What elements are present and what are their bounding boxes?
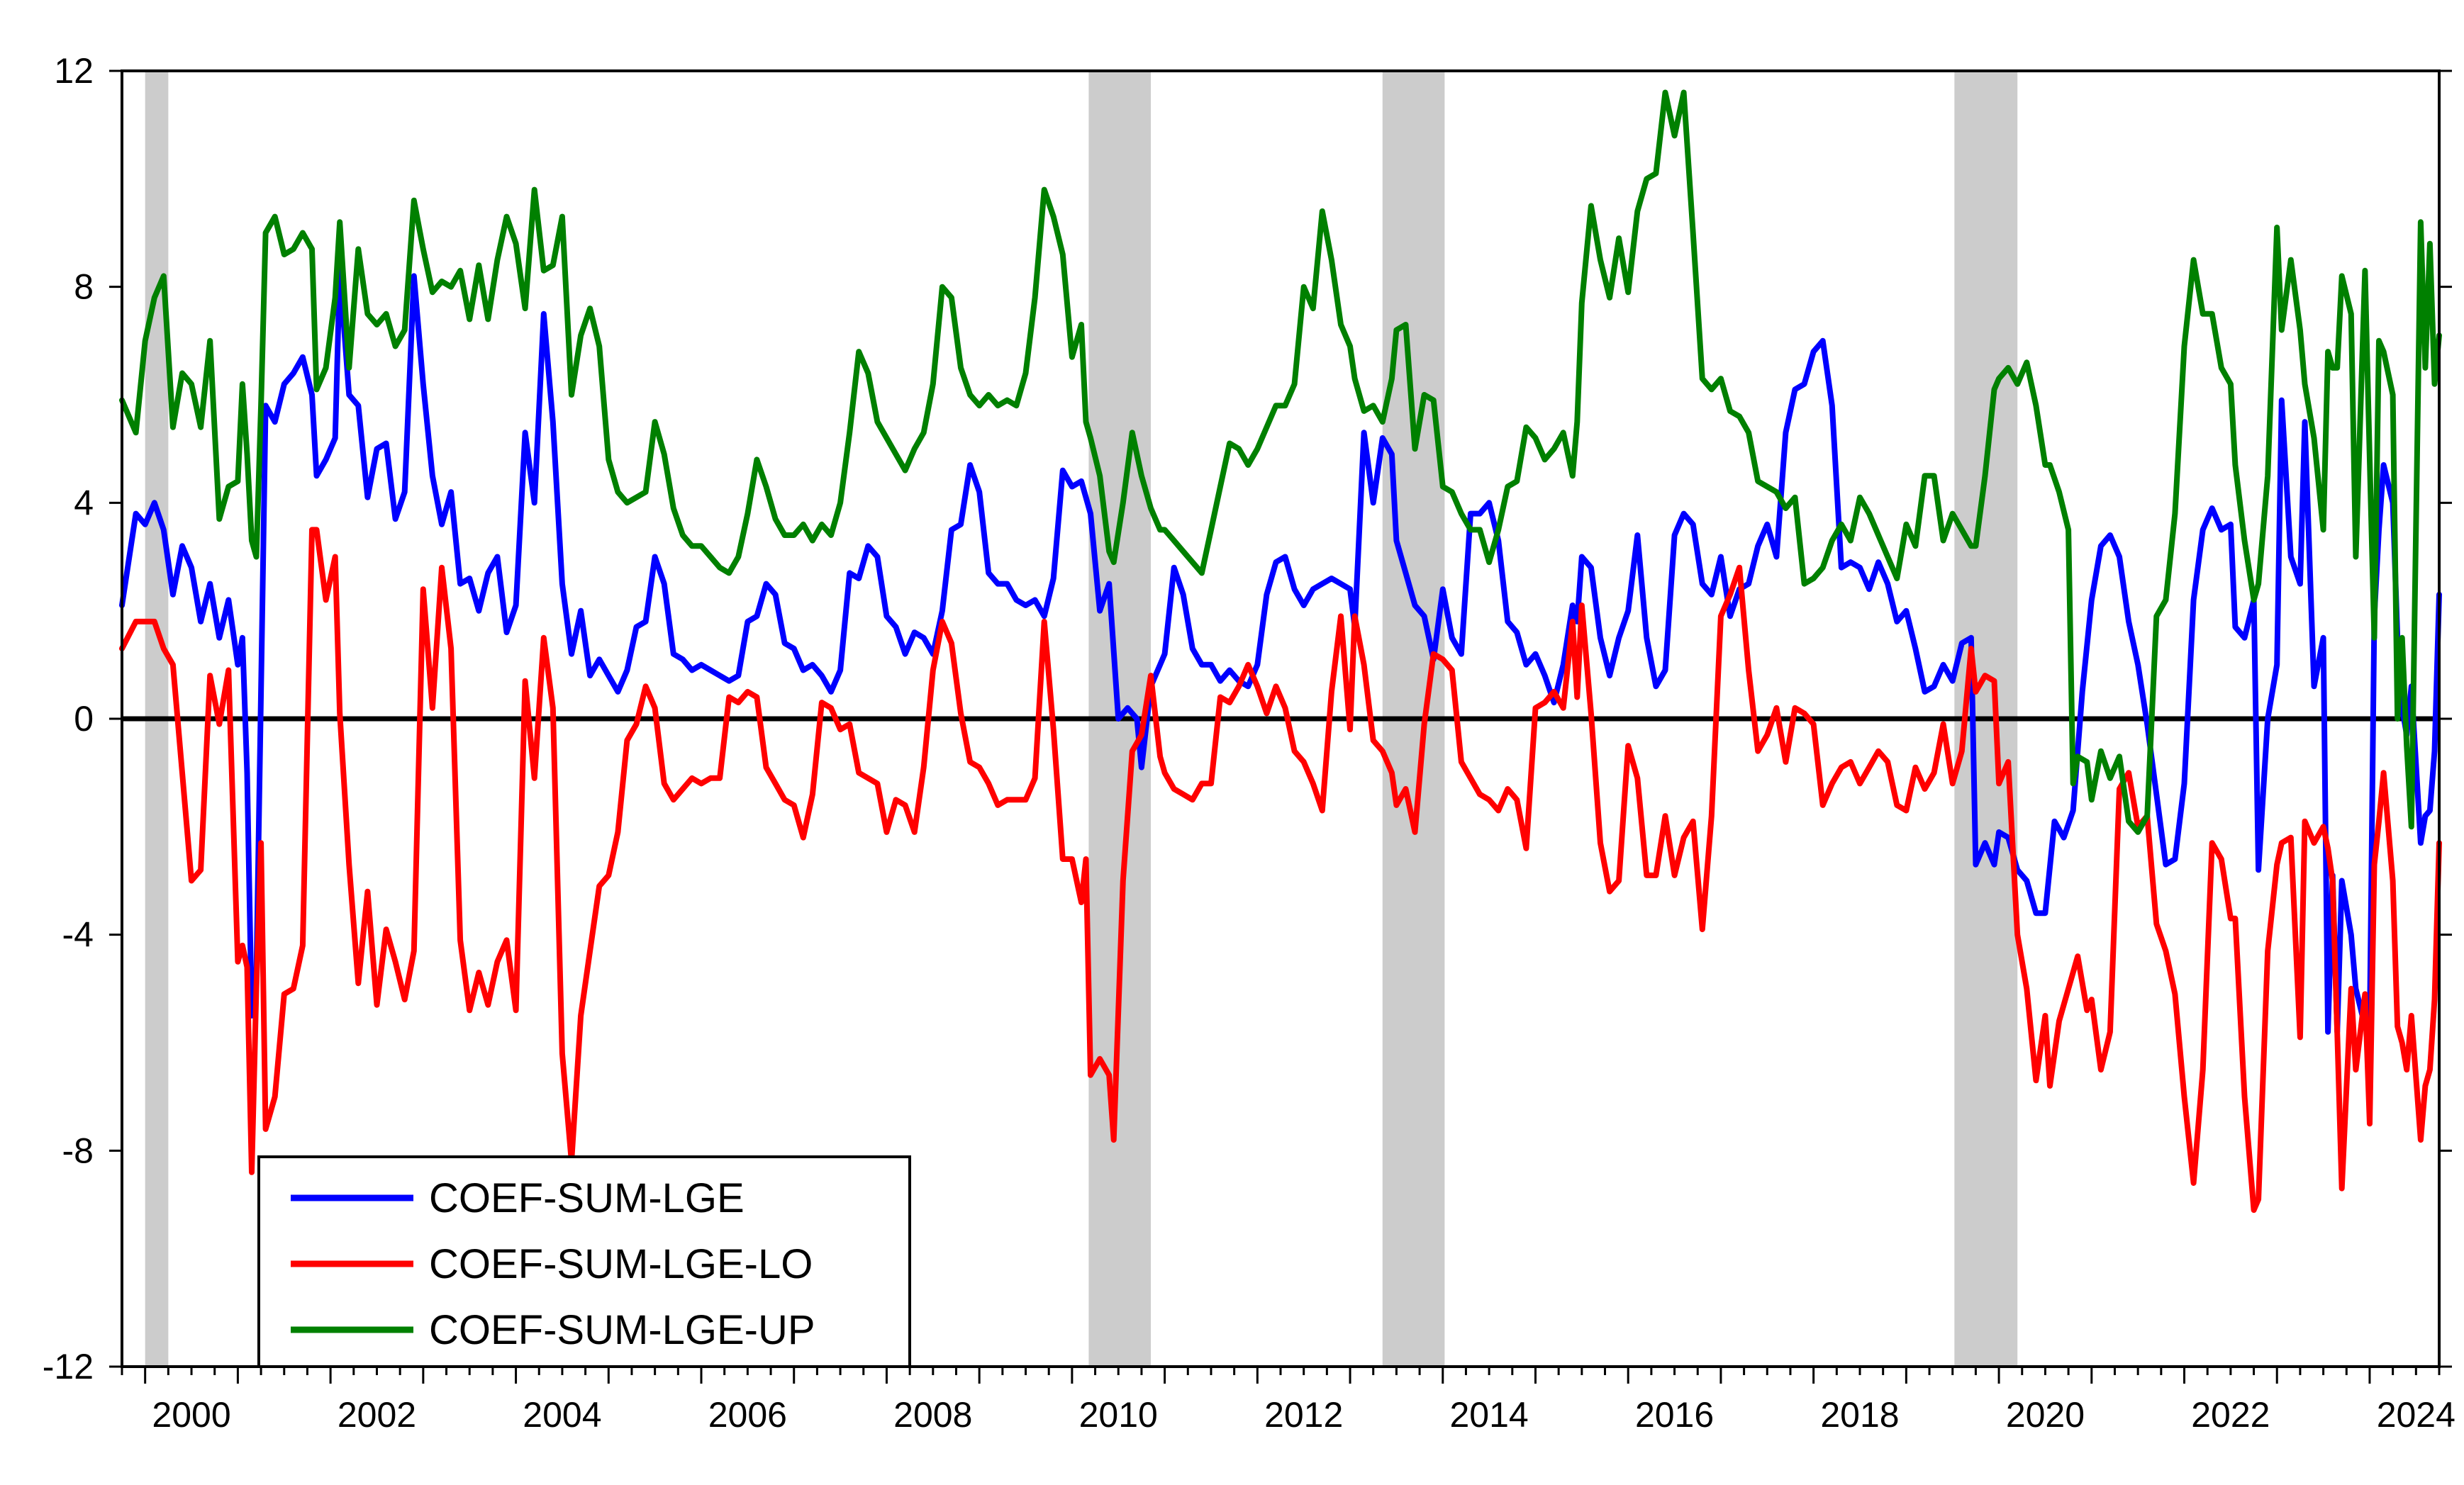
y-tick-label: 12 — [54, 51, 94, 91]
y-tick-label: -8 — [62, 1131, 94, 1170]
y-tick-label: 0 — [74, 699, 94, 739]
x-tick-label: 2006 — [708, 1395, 787, 1435]
y-tick-label: -4 — [62, 915, 94, 955]
x-tick-label: 2000 — [152, 1395, 230, 1435]
x-tick-label: 2004 — [523, 1395, 601, 1435]
series-line-3 — [119, 89, 2442, 835]
y-tick-label: 8 — [74, 267, 94, 307]
x-tick-label: 2020 — [2006, 1395, 2085, 1435]
legend-label-2: COEF-SUM-LGE-LO — [429, 1241, 813, 1287]
legend-label-3: COEF-SUM-LGE-UP — [429, 1307, 815, 1353]
x-tick-label: 2022 — [2191, 1395, 2270, 1435]
x-tick-label: 2024 — [2377, 1395, 2455, 1435]
series-layer — [119, 89, 2442, 1214]
x-tick-label: 2018 — [1820, 1395, 1899, 1435]
x-tick-label: 2016 — [1635, 1395, 1714, 1435]
legend: COEF-SUM-LGE COEF-SUM-LGE-LO COEF-SUM-LGE-… — [257, 1155, 911, 1368]
x-tick-label: 2012 — [1264, 1395, 1343, 1435]
x-tick-label: 2002 — [338, 1395, 416, 1435]
x-tick-label: 2008 — [893, 1395, 972, 1435]
legend-label-1: COEF-SUM-LGE — [429, 1175, 745, 1221]
x-tick-label: 2014 — [1450, 1395, 1529, 1435]
series-line-1 — [119, 267, 2442, 1035]
y-tick-label: 4 — [74, 483, 94, 522]
series-line-2 — [119, 527, 2442, 1214]
x-tick-label: 2010 — [1079, 1395, 1158, 1435]
y-axis: 12 8 4 0 -4 -8 -12 — [43, 51, 2452, 1386]
x-axis: 2000 2002 2004 2006 2008 2010 2012 2014 2016 2018… — [121, 1367, 2455, 1435]
y-tick-label: -12 — [43, 1347, 94, 1386]
